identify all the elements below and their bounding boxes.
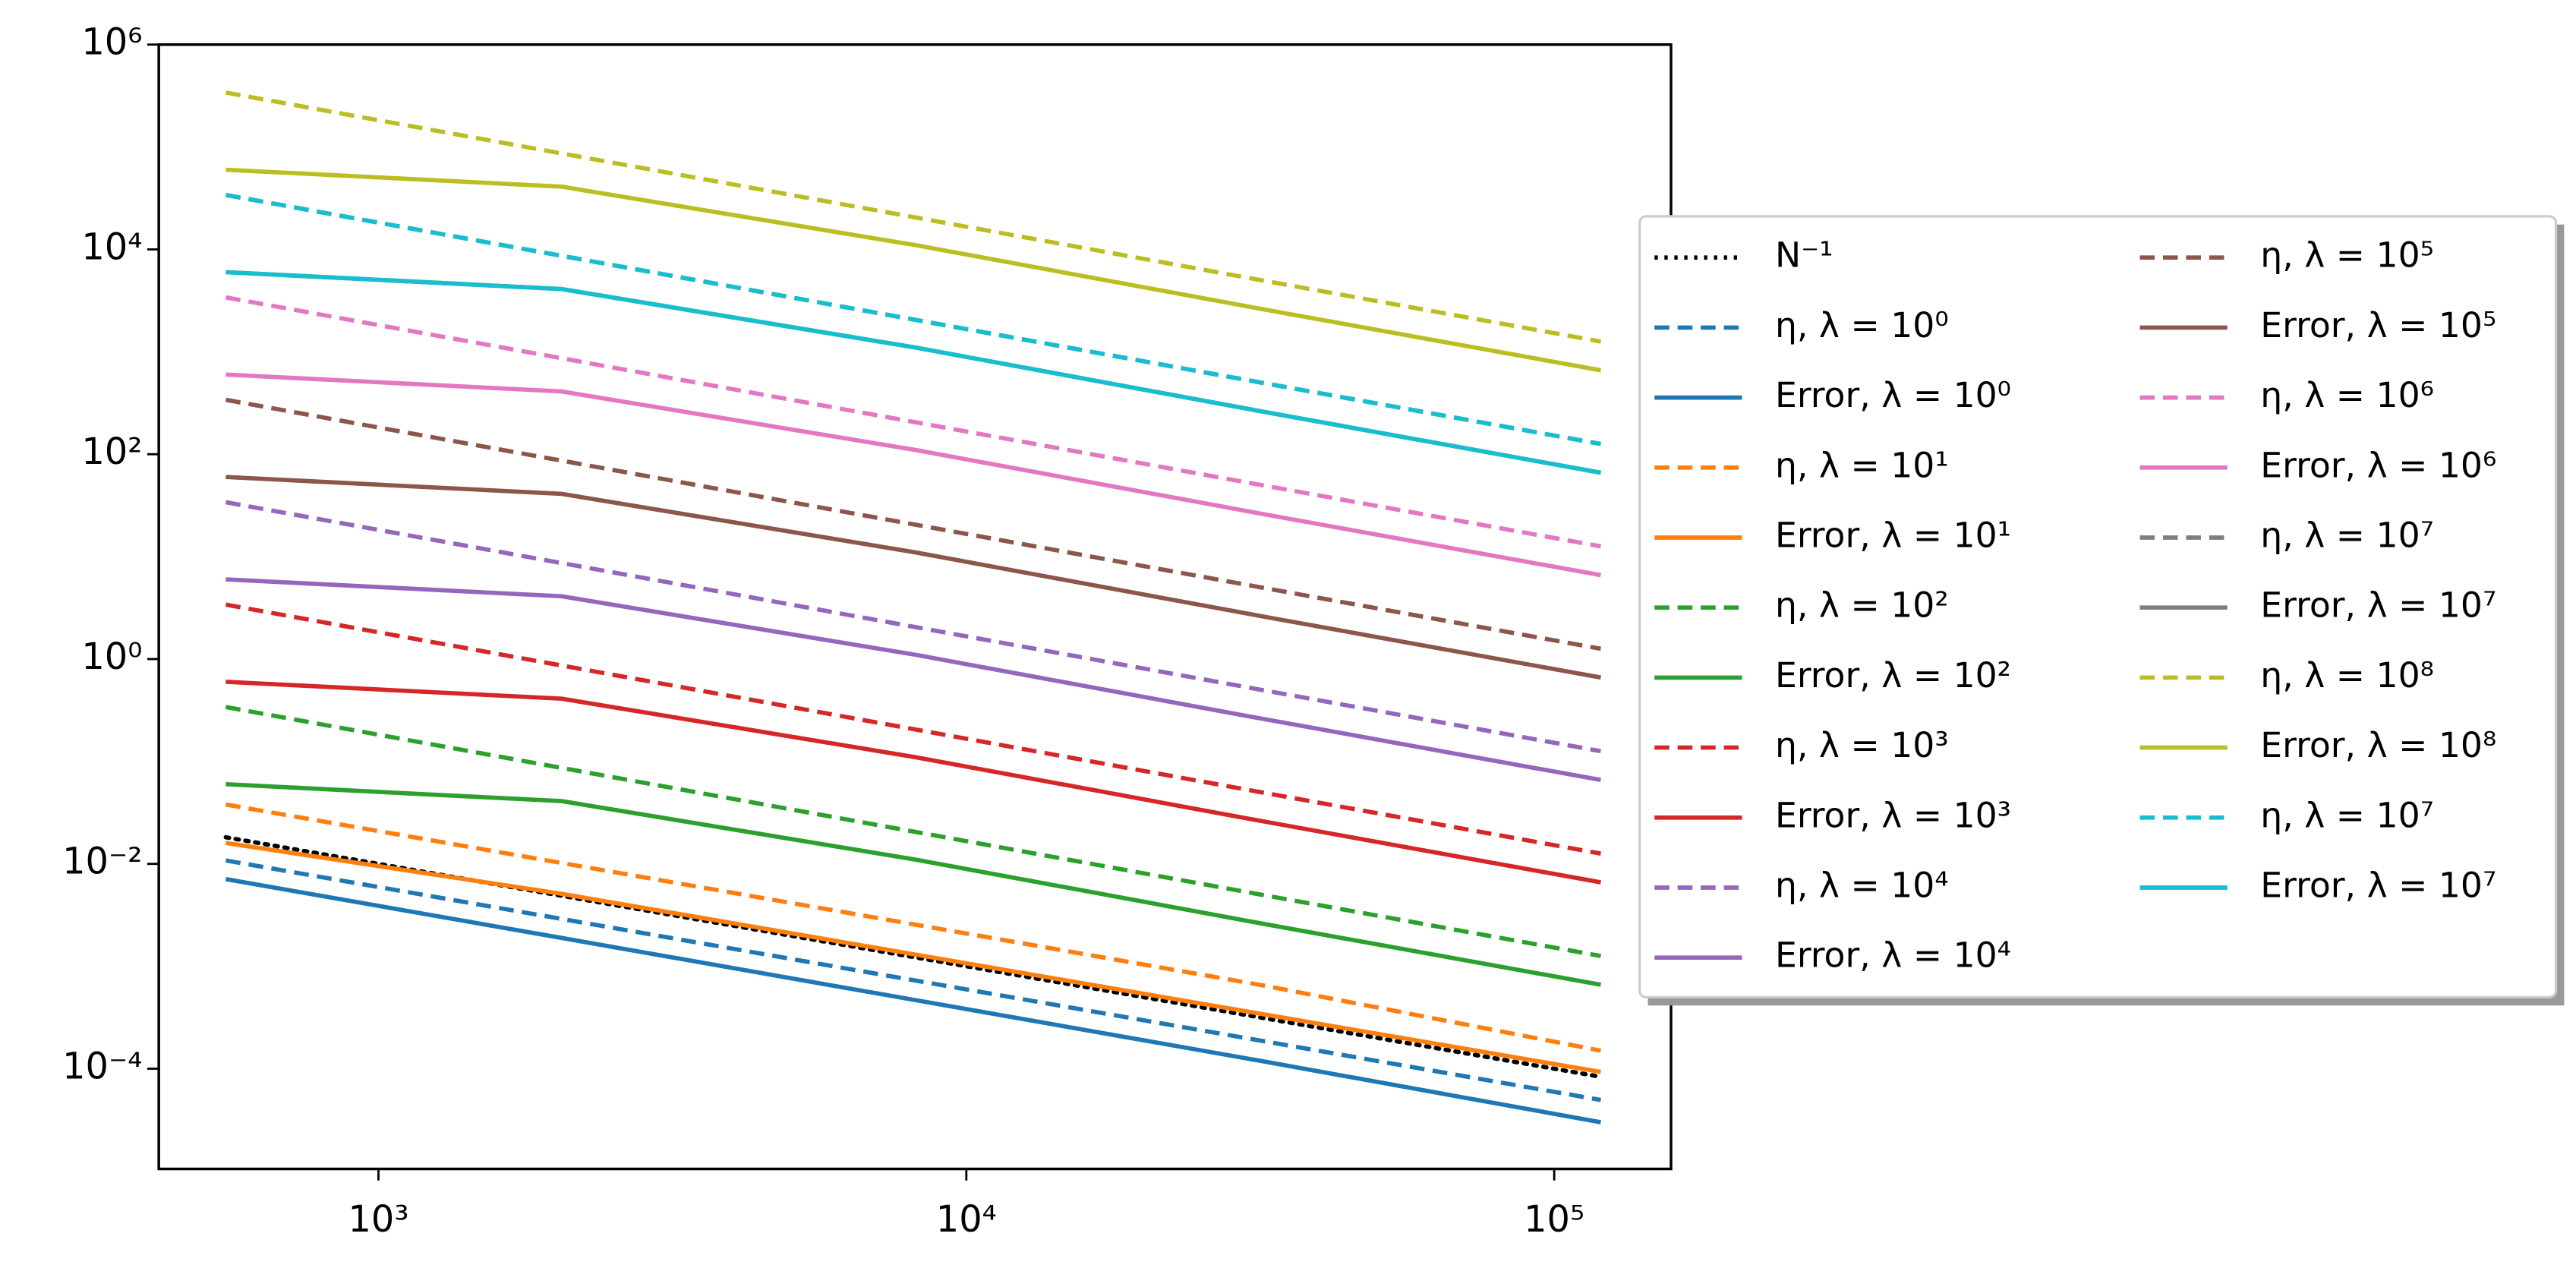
legend-label: N⁻¹ [1775, 235, 1833, 276]
legend-label: η, λ = 10² [1775, 585, 1949, 626]
x-tick-label: 10⁵ [1524, 1199, 1584, 1241]
series-line [225, 841, 1601, 1074]
series-line [225, 680, 1601, 885]
series-line [225, 500, 1601, 754]
legend-label: η, λ = 10⁴ [1775, 866, 1949, 906]
legend-label: η, λ = 10⁷ [2260, 795, 2434, 835]
legend-label: η, λ = 10⁵ [2260, 235, 2434, 276]
legend-label: Error, λ = 10⁸ [2260, 725, 2496, 765]
series-line [225, 295, 1601, 549]
legend-label: η, λ = 10⁶ [2260, 375, 2434, 415]
series-line [225, 475, 1601, 680]
legend-label: Error, λ = 10⁶ [2260, 445, 2496, 485]
legend-label: η, λ = 10⁸ [2260, 655, 2434, 696]
legend-label: Error, λ = 10⁴ [1775, 935, 2011, 976]
y-tick-label: 10⁴ [81, 226, 142, 268]
series-line [225, 877, 1601, 1124]
y-tick-label: 10² [81, 431, 142, 473]
series-line [225, 577, 1601, 782]
series-line [225, 90, 1601, 344]
legend-label: η, λ = 10⁷ [2260, 516, 2434, 556]
legend-label: Error, λ = 10⁷ [2260, 866, 2496, 906]
series-line [225, 270, 1601, 475]
legend: N⁻¹ η, λ = 10⁰ Error, λ = 10⁰ η, λ = 10¹ Err… [1654, 235, 2496, 976]
legend-label: η, λ = 10³ [1775, 725, 1949, 765]
x-tick-label: 10³ [348, 1199, 408, 1241]
ticks: 10⁻⁴ 10⁻² 10⁰ 10² 10⁴ 10⁶ 10³ 10⁴ 10⁵ [62, 22, 1584, 1241]
y-tick-label: 10⁰ [81, 636, 142, 678]
legend-label: Error, λ = 10³ [1775, 795, 2011, 835]
legend-label: Error, λ = 10¹ [1775, 516, 2011, 556]
legend-box [1638, 215, 2558, 999]
legend-label: η, λ = 10¹ [1775, 445, 1949, 485]
series-line [225, 397, 1601, 651]
series-line [225, 167, 1601, 373]
y-tick-label: 10⁻⁴ [62, 1046, 142, 1088]
legend-label: Error, λ = 10² [1775, 655, 2011, 696]
y-tick-label: 10⁻² [62, 841, 142, 883]
series-line [225, 705, 1601, 958]
legend-label: Error, λ = 10⁵ [2260, 305, 2496, 345]
x-tick-label: 10⁴ [936, 1199, 997, 1241]
legend-label: η, λ = 10⁰ [1775, 305, 1949, 345]
series-line [225, 802, 1601, 1053]
legend-label: Error, λ = 10⁷ [2260, 585, 2496, 626]
series-line [225, 602, 1601, 856]
legend-label: Error, λ = 10⁰ [1775, 375, 2011, 415]
series-line [225, 372, 1601, 578]
series-line [225, 193, 1601, 446]
series-line [225, 858, 1601, 1102]
series-line [225, 781, 1601, 987]
plot-area [223, 90, 1603, 1124]
y-tick-label: 10⁶ [81, 22, 142, 64]
